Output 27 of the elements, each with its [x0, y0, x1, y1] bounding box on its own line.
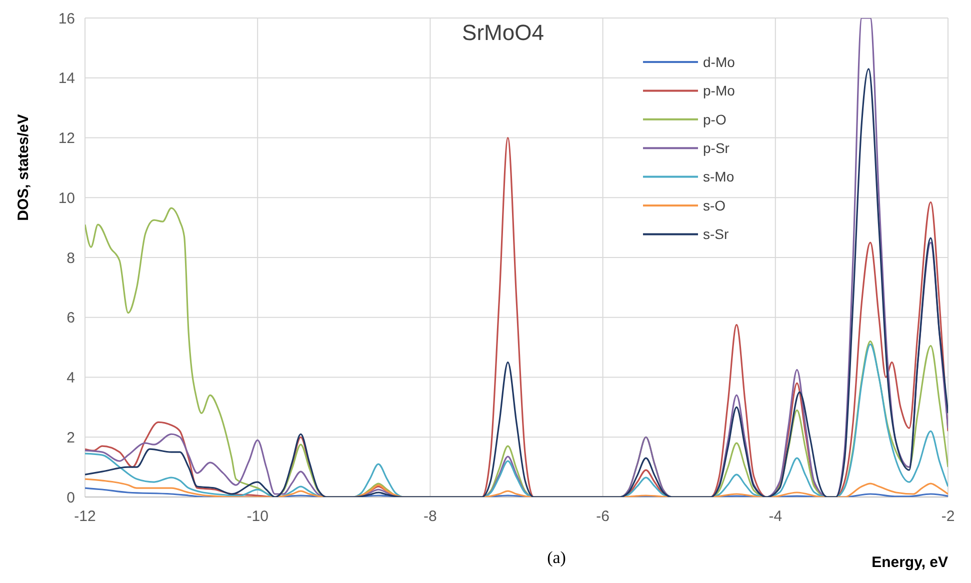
y-tick-label: 2	[66, 429, 75, 446]
y-tick-label: 16	[58, 10, 75, 28]
legend-label: p-Mo	[703, 82, 736, 99]
x-tick-label: -4	[768, 508, 782, 525]
legend-label: d-Mo	[703, 54, 736, 70]
y-axis-title: DOS, states/eV	[15, 114, 32, 221]
y-tick-label: 14	[58, 70, 75, 88]
x-axis-title: Energy, eV	[872, 554, 948, 571]
x-tick-label: -6	[596, 508, 610, 525]
line-series	[85, 136, 948, 497]
y-tick-label: 0	[66, 489, 75, 506]
legend-label: s-Mo	[703, 168, 734, 185]
text: (a)	[547, 548, 566, 567]
y-tick-label: 10	[58, 190, 75, 207]
x-tick-label: -12	[74, 508, 96, 525]
x-tick-label: -2	[941, 508, 955, 525]
legend-label: s-O	[703, 197, 726, 214]
x-tick-label: -10	[246, 508, 268, 525]
chart-title: SrMoO4	[462, 20, 544, 45]
y-tick-label: 4	[66, 370, 75, 386]
y-tick-label: 12	[58, 130, 75, 147]
x-tick-label: -8	[424, 508, 437, 525]
y-tick-label: 6	[66, 310, 75, 327]
y-tick-label: 8	[66, 250, 75, 267]
legend-label: p-O	[703, 111, 726, 128]
legend-label: s-Sr	[703, 226, 729, 242]
legend-label: p-Sr	[703, 140, 730, 156]
